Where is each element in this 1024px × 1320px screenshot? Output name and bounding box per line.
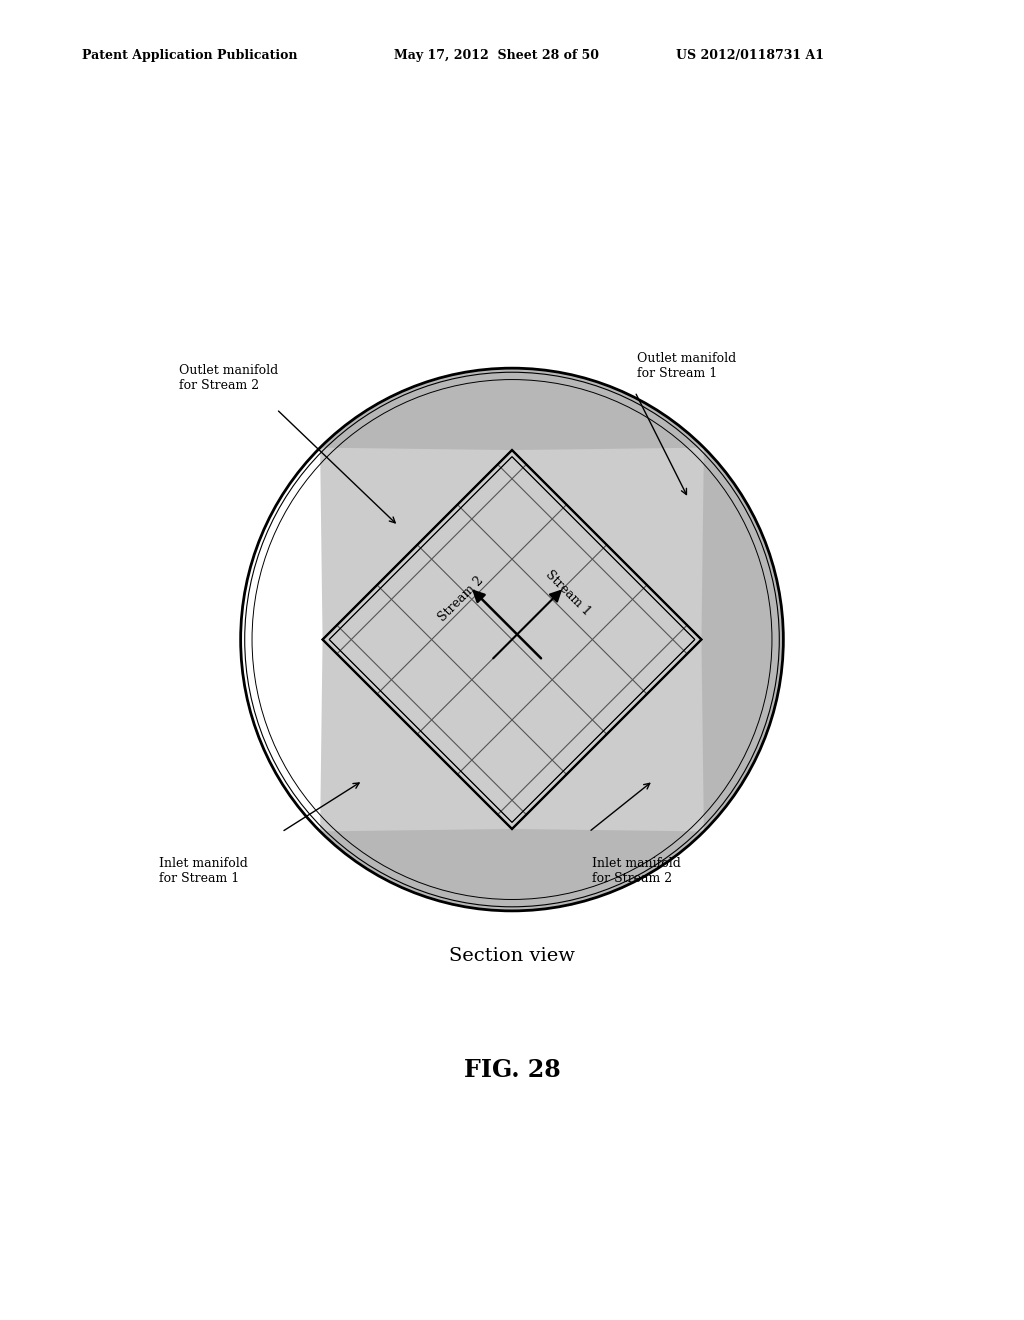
Text: Inlet manifold
for Stream 2: Inlet manifold for Stream 2	[592, 857, 681, 884]
Polygon shape	[321, 829, 703, 911]
Text: Stream 1: Stream 1	[543, 569, 594, 619]
Text: Outlet manifold
for Stream 1: Outlet manifold for Stream 1	[637, 352, 736, 380]
Text: Outlet manifold
for Stream 2: Outlet manifold for Stream 2	[179, 364, 279, 392]
Text: May 17, 2012  Sheet 28 of 50: May 17, 2012 Sheet 28 of 50	[394, 49, 599, 62]
Polygon shape	[701, 447, 783, 832]
Text: Stream 2: Stream 2	[435, 573, 486, 623]
Text: Inlet manifold
for Stream 1: Inlet manifold for Stream 1	[159, 857, 248, 884]
Text: FIG. 28: FIG. 28	[464, 1057, 560, 1081]
Text: Patent Application Publication: Patent Application Publication	[82, 49, 297, 62]
Polygon shape	[321, 368, 703, 450]
Polygon shape	[321, 368, 783, 911]
Text: US 2012/0118731 A1: US 2012/0118731 A1	[676, 49, 824, 62]
Text: Section view: Section view	[449, 946, 575, 965]
